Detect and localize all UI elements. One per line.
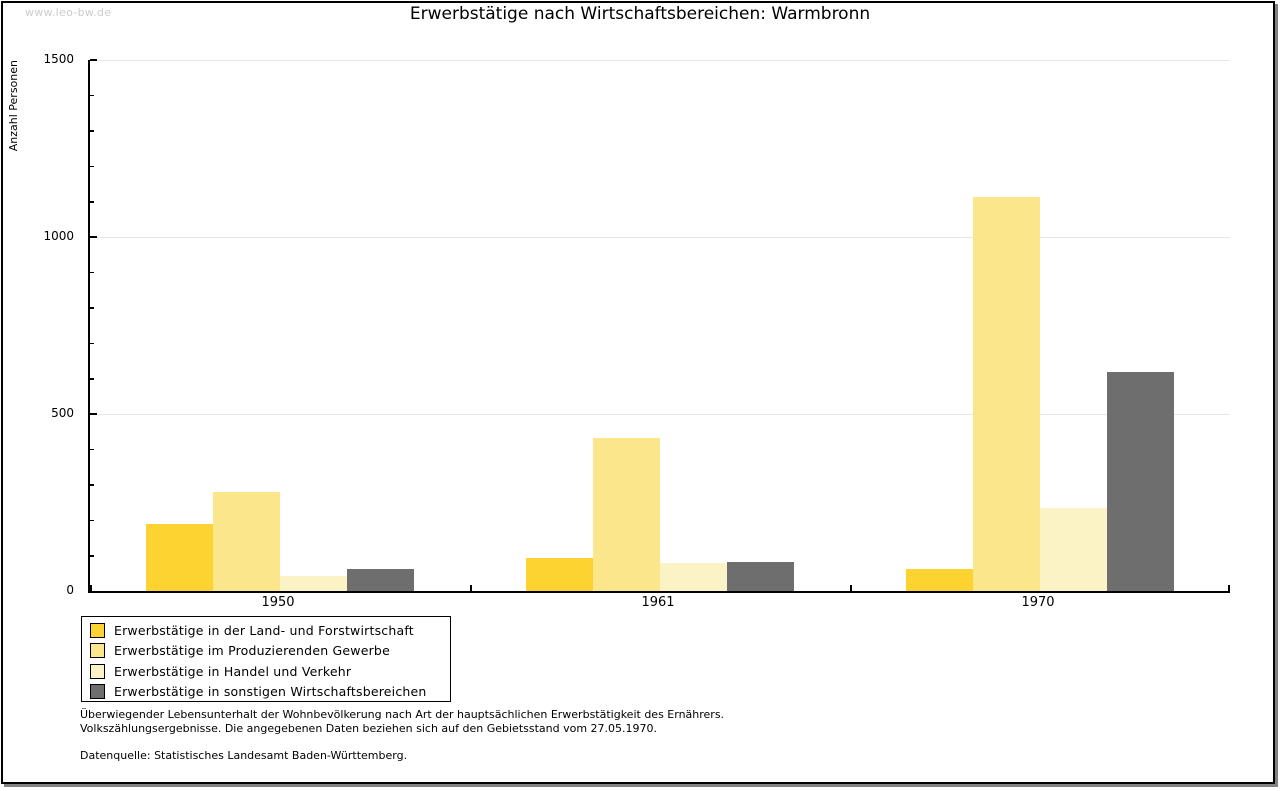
y-tick-label-1000: 1000 <box>43 229 74 243</box>
x-boundary-tick-3 <box>1228 585 1230 591</box>
footnote-source: Datenquelle: Statistisches Landesamt Bad… <box>80 749 408 762</box>
bar-1961-series-3 <box>727 561 794 591</box>
gridline-1500 <box>90 60 1230 61</box>
legend-swatch-sonstige-wirtschaftsbereiche <box>90 684 105 700</box>
bar-1970-series-0 <box>906 569 973 591</box>
legend-label: Erwerbstätige in Handel und Verkehr <box>114 663 352 679</box>
gridline-1000 <box>90 237 1230 238</box>
bar-1950-series-0 <box>146 523 213 591</box>
x-tick-label-1961: 1961 <box>641 595 675 610</box>
y-minor-tick-1100 <box>90 201 94 203</box>
footnote-line-2: Volkszählungsergebnisse. Die angegebenen… <box>80 721 658 735</box>
legend: Erwerbstätige in der Land- und Forstwirt… <box>81 616 451 702</box>
x-boundary-tick-1 <box>470 585 472 591</box>
x-boundary-tick-2 <box>850 585 852 591</box>
chart-title: Erwerbstätige nach Wirtschaftsbereichen:… <box>409 4 871 24</box>
x-tick-labels: 1950 1961 1970 <box>88 595 1228 613</box>
bar-group-1950 <box>90 60 470 591</box>
legend-label: Erwerbstätige im Produzierenden Gewerbe <box>114 643 390 659</box>
y-minor-tick-300 <box>90 484 94 486</box>
y-minor-tick-1300 <box>90 130 94 132</box>
bar-group-1970 <box>850 60 1230 591</box>
bar-group-1961 <box>470 60 850 591</box>
footnote-line-1: Überwiegender Lebensunterhalt der Wohnbe… <box>80 708 725 721</box>
legend-item: Erwerbstätige im Produzierenden Gewerbe <box>82 641 450 662</box>
plot-area <box>88 59 1230 593</box>
y-minor-tick-700 <box>90 342 94 345</box>
y-minor-tick-200 <box>90 519 94 522</box>
bar-1961-series-0 <box>526 558 593 591</box>
legend-label: Erwerbstätige in der Land- und Forstwirt… <box>114 622 414 638</box>
y-minor-tick-600 <box>90 378 94 380</box>
legend-label: Erwerbstätige in sonstigen Wirtschaftsbe… <box>114 684 427 700</box>
legend-swatch-produzierendes-gewerbe <box>90 643 105 659</box>
legend-swatch-handel-verkehr <box>90 663 105 679</box>
legend-item: Erwerbstätige in der Land- und Forstwirt… <box>82 620 450 641</box>
x-tick-label-1950: 1950 <box>261 595 295 610</box>
x-tick-label-1970: 1970 <box>1021 595 1055 610</box>
watermark: www.leo-bw.de <box>25 6 112 19</box>
bar-1970-series-1 <box>973 197 1040 591</box>
y-major-tick-1000 <box>90 236 97 238</box>
legend-swatch-land-forstwirtschaft <box>90 622 105 638</box>
y-tick-label-500: 500 <box>51 406 74 420</box>
bar-1950-series-3 <box>347 568 414 591</box>
y-major-tick-1500 <box>90 59 97 61</box>
legend-item: Erwerbstätige in sonstigen Wirtschaftsbe… <box>82 682 450 703</box>
y-minor-tick-900 <box>90 271 94 274</box>
bar-1970-series-3 <box>1107 372 1174 591</box>
y-minor-tick-400 <box>90 448 94 451</box>
y-minor-tick-1400 <box>90 94 94 97</box>
bar-1950-series-1 <box>213 491 280 591</box>
y-tick-label-0: 0 <box>66 583 74 597</box>
y-minor-tick-800 <box>90 307 94 309</box>
bar-1961-series-1 <box>593 437 660 591</box>
bar-1961-series-2 <box>660 562 727 591</box>
y-tick-label-1500: 1500 <box>43 52 74 66</box>
bar-1950-series-2 <box>280 576 347 591</box>
y-minor-tick-1200 <box>90 165 94 168</box>
gridline-500 <box>90 414 1230 415</box>
y-major-tick-500 <box>90 413 97 415</box>
y-tick-labels: 0 500 1000 1500 <box>0 52 82 597</box>
bar-1970-series-2 <box>1040 508 1107 591</box>
footnote-description: Überwiegender Lebensunterhalt der Wohnbe… <box>80 708 724 735</box>
legend-item: Erwerbstätige in Handel und Verkehr <box>82 661 450 682</box>
y-minor-tick-100 <box>90 555 94 557</box>
x-boundary-tick-0 <box>90 585 92 591</box>
